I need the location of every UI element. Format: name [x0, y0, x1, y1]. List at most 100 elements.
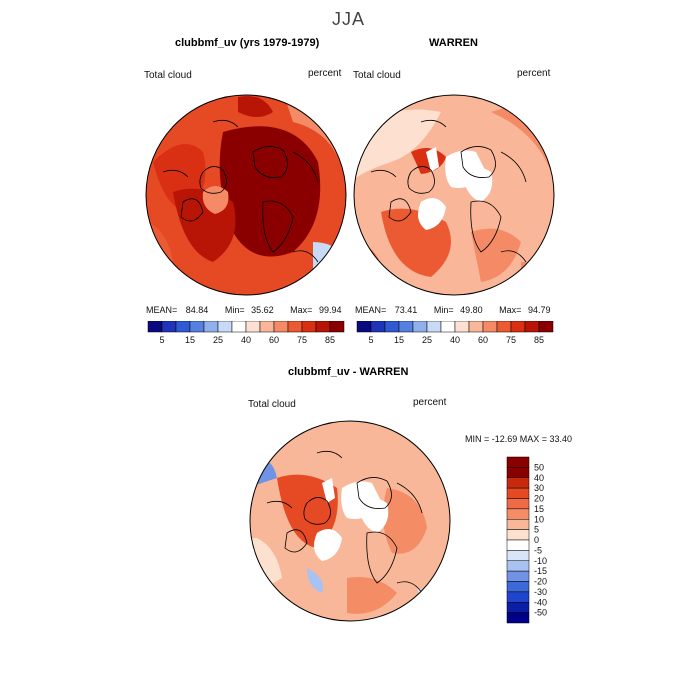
panel-2-colorbar-swatch [510, 321, 526, 333]
panel-1-colorbar-tick-label: 85 [325, 335, 335, 345]
difference-colorbar-tick-label: 20 [534, 494, 544, 504]
panel-1-colorbar-swatch [189, 321, 205, 333]
panel-2-colorbar: 515254060758595 [356, 321, 554, 345]
difference-colorbar-swatch [506, 602, 530, 613]
difference-colorbar-tick-label: 50 [534, 462, 544, 472]
difference-variable-label: Total cloud [248, 399, 296, 410]
panel-1-colorbar-tick-label: 15 [185, 335, 195, 345]
panel-1-colorbar-swatch [161, 321, 177, 333]
panel-2-colorbar-swatch [524, 321, 540, 333]
panel-1-colorbar-tick-label: 5 [159, 335, 164, 345]
panel-1-colorbar-swatch [301, 321, 317, 333]
difference-colorbar-swatch [506, 508, 530, 520]
panel-1-polar-map [145, 94, 347, 296]
difference-colorbar-tick-label: 15 [534, 504, 544, 514]
difference-colorbar-swatch [506, 467, 530, 478]
panel-1-colorbar-tick-label: 40 [241, 335, 251, 345]
panel-1-min-label: Min= [224, 305, 245, 315]
panel-1-colorbar-tick-label: 60 [269, 335, 279, 345]
panel-2-colorbar-swatch [356, 321, 372, 333]
panel-2-colorbar-tick-label: 60 [478, 335, 488, 345]
panel-1-max-label: Max= [290, 305, 313, 315]
difference-colorbar-tick-label: -20 [534, 577, 547, 587]
panel-1-min-value: 35.62 [251, 305, 274, 315]
difference-colorbar-tick-label: 0 [534, 535, 539, 545]
panel-2-variable-label: Total cloud [353, 70, 401, 81]
difference-colorbar-tick-label: 40 [534, 473, 544, 483]
panel-2-colorbar-swatch [454, 321, 470, 333]
difference-title: clubbmf_uv - WARREN [288, 366, 409, 378]
difference-colorbar-swatch [506, 581, 530, 593]
panel-1-colorbar: 515254060758595 [147, 321, 345, 345]
panel-1-colorbar-swatch [217, 321, 233, 333]
panel-1-colorbar-swatch [287, 321, 303, 333]
panel-2-max-label: Max= [499, 305, 522, 315]
panel-2-max-value: 94.79 [527, 305, 551, 315]
difference-colorbar-tick-label: -15 [534, 566, 547, 576]
panel-2-colorbar-tick-label: 15 [394, 335, 404, 345]
difference-colorbar-swatch [506, 498, 530, 510]
difference-colorbar-swatch [506, 539, 530, 551]
panel-2-min-label: Min= [433, 305, 454, 315]
difference-colorbar-swatch [506, 550, 530, 561]
panel-1-colorbar-tick-label: 75 [297, 335, 307, 345]
panel-1-mean-value: 84.84 [185, 305, 209, 315]
panel-1-colorbar-swatch [203, 321, 219, 333]
panel-1-stats: MEAN= 84.84 Min= 35.62 Max= 99.94 [146, 305, 341, 315]
panel-1-colorbar-swatch [147, 321, 163, 333]
difference-colorbar-tick-label: 5 [534, 525, 539, 535]
difference-colorbar-swatch [506, 591, 530, 603]
panel-2-mean-value: 73.41 [394, 305, 418, 315]
panel-2-colorbar-tick-label: 25 [422, 335, 432, 345]
difference-colorbar-swatch [506, 456, 530, 468]
difference-colorbar-tick-label: -30 [534, 587, 547, 597]
panel-2-stats: MEAN= 73.41 Min= 49.80 Max= 94.79 [355, 305, 550, 315]
difference-colorbar-tick-label: -10 [534, 556, 547, 566]
difference-polar-map [249, 420, 451, 622]
difference-colorbar-tick-label: -5 [534, 545, 542, 555]
panel-2-colorbar-swatch [482, 321, 498, 333]
panel-1-mean-label: MEAN= [146, 305, 178, 315]
difference-colorbar-swatch [506, 612, 530, 624]
panel-2-colorbar-swatch [384, 321, 400, 333]
panel-2-min-value: 49.80 [460, 305, 483, 315]
panel-2-colorbar-swatch [538, 321, 554, 333]
panel-2-title: WARREN [429, 37, 478, 49]
panel-1-colorbar-swatch [231, 321, 247, 333]
panel-2-polar-map [353, 94, 555, 296]
panel-2-colorbar-swatch [496, 321, 512, 333]
difference-colorbar-swatch [506, 560, 530, 572]
panel-1-colorbar-swatch [259, 321, 275, 333]
panel-2-colorbar-swatch [412, 321, 428, 333]
panel-1-variable-label: Total cloud [144, 70, 192, 81]
difference-colorbar-swatch [506, 570, 530, 582]
difference-colorbar-tick-label: 10 [534, 514, 544, 524]
panel-1-colorbar-swatch [273, 321, 289, 333]
panel-1-colorbar-swatch [245, 321, 261, 333]
difference-colorbar-swatch [506, 477, 530, 489]
panel-1-colorbar-swatch [329, 321, 345, 333]
panel-2-colorbar-swatch [468, 321, 484, 333]
panel-2-colorbar-tick-label: 75 [506, 335, 516, 345]
panel-2-colorbar-swatch [370, 321, 386, 333]
difference-colorbar-swatch [506, 487, 530, 499]
panel-2-colorbar-tick-label: 40 [450, 335, 460, 345]
difference-units-label: percent [413, 397, 447, 408]
difference-colorbar-tick-label: -50 [534, 608, 547, 618]
figure-title: JJA [332, 9, 366, 29]
difference-colorbar-tick-label: 30 [534, 483, 544, 493]
panel-2-colorbar-tick-label: 85 [534, 335, 544, 345]
panel-1-colorbar-tick-label: 25 [213, 335, 223, 345]
panel-1-colorbar-swatch [175, 321, 191, 333]
panel-2-mean-label: MEAN= [355, 305, 387, 315]
panel-1-units-label: percent [308, 68, 342, 79]
panel-1-title: clubbmf_uv (yrs 1979-1979) [175, 37, 320, 49]
panel-1-max-value: 99.94 [318, 305, 342, 315]
difference-stats: MIN = -12.69 MAX = 33.40 [465, 434, 573, 444]
panel-2-colorbar-tick-label: 5 [368, 335, 373, 345]
difference-colorbar-tick-label: -40 [534, 597, 547, 607]
panel-2-colorbar-swatch [426, 321, 442, 333]
panel-1-colorbar-swatch [315, 321, 331, 333]
difference-colorbar-swatch [506, 529, 530, 541]
